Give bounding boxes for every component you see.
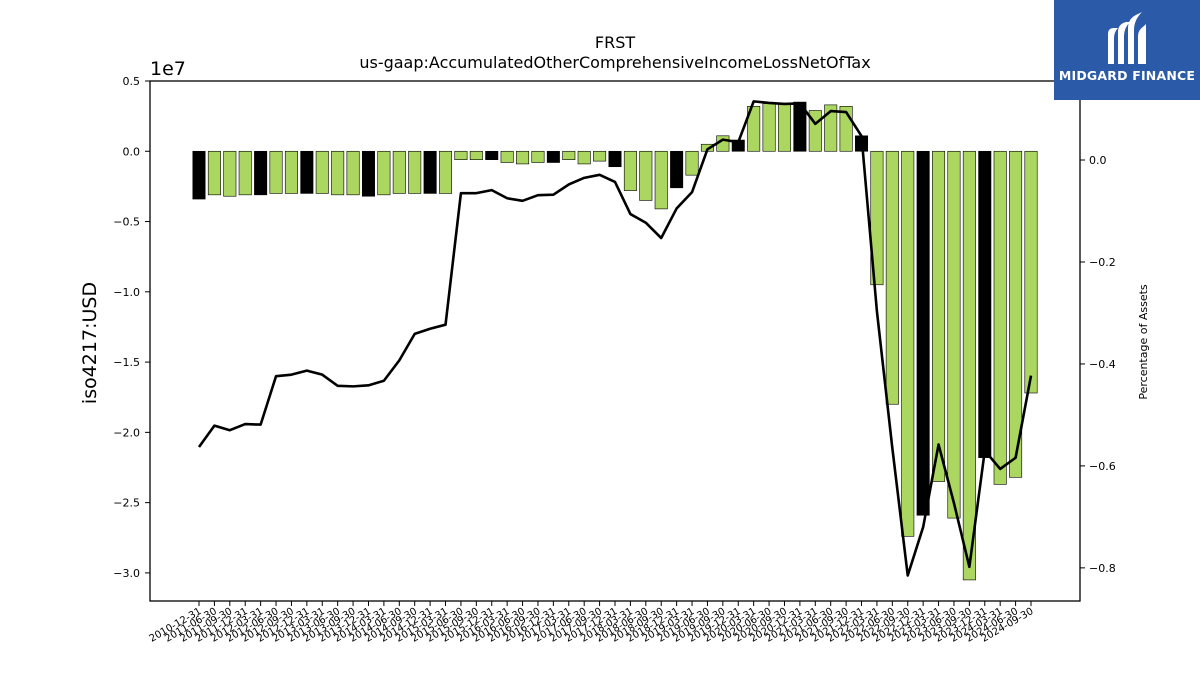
y-tick-label: −1.5 [113, 356, 140, 369]
bar [562, 150, 576, 161]
bar [608, 150, 622, 168]
bar [315, 150, 329, 194]
bar [500, 150, 514, 163]
bar [300, 150, 314, 194]
y2-axis-label: Percentage of Assets [1137, 284, 1150, 400]
bar [623, 150, 637, 191]
bar [762, 103, 776, 152]
brand-logo: MIDGARD FINANCE [1054, 0, 1200, 100]
bar [423, 150, 437, 194]
bar [392, 150, 406, 194]
y-tick-label: 0.5 [123, 75, 141, 88]
bar [639, 150, 653, 201]
bar [793, 101, 807, 152]
logo-text: MIDGARD FINANCE [1058, 68, 1196, 83]
y2-tick-label: −0.6 [1089, 460, 1116, 473]
bar [1009, 150, 1023, 478]
line-layer [197, 100, 1033, 577]
logo-mark-icon [1108, 12, 1146, 64]
bar [670, 150, 684, 189]
bar [469, 150, 483, 161]
bar [885, 150, 899, 405]
bar [577, 150, 591, 165]
bar [223, 150, 237, 197]
y-axis-label: iso4217:USD [79, 282, 101, 404]
bar [346, 150, 360, 196]
y2-tick-label: −0.4 [1089, 358, 1116, 371]
bar [284, 150, 298, 194]
bar [901, 150, 915, 537]
y2-tick-label: −0.8 [1089, 562, 1116, 575]
y2-tick-label: −0.2 [1089, 256, 1116, 269]
bar [685, 150, 699, 176]
bar [377, 150, 391, 196]
bar [207, 150, 221, 196]
bar [947, 150, 961, 519]
axes-layer: 0.5 0.0 −0.5 −1.0 −1.5 −2.0 −2.5 −3.0 0.0 −0.2 −0.… [113, 75, 1115, 645]
bar [824, 104, 838, 152]
bar [485, 150, 499, 161]
bar [962, 150, 976, 581]
bar [254, 150, 268, 196]
bar [269, 150, 283, 194]
bar [654, 150, 668, 210]
bar [546, 150, 560, 163]
series-line [197, 100, 1033, 577]
bar [238, 150, 252, 196]
y-tick-label: −1.0 [113, 286, 140, 299]
y-tick-label: −0.5 [113, 216, 140, 229]
bar [531, 150, 545, 163]
bar [361, 150, 375, 197]
bar [870, 150, 884, 286]
bar [777, 103, 791, 152]
bar [454, 150, 468, 161]
y-tick-label: −2.0 [113, 426, 140, 439]
bars-layer [192, 101, 1038, 581]
y-offset-label: 1e7 [150, 58, 186, 80]
bar [1024, 150, 1038, 394]
y-tick-label: −2.5 [113, 497, 140, 510]
bar [916, 150, 930, 516]
chart-subtitle: us-gaap:AccumulatedOtherComprehensiveInc… [359, 53, 870, 72]
y-tick-label: 0.0 [123, 145, 141, 158]
bar [593, 150, 607, 162]
y2-tick-label: 0.0 [1089, 154, 1107, 167]
bar [747, 106, 761, 152]
bar [192, 150, 206, 200]
y-tick-label: −3.0 [113, 567, 140, 580]
bar [993, 150, 1007, 485]
bar [932, 150, 946, 482]
bar [516, 150, 530, 165]
bar [331, 150, 345, 196]
chart-title: FRST [595, 33, 635, 52]
bar [439, 150, 453, 194]
bar [978, 150, 992, 458]
bar [408, 150, 422, 194]
